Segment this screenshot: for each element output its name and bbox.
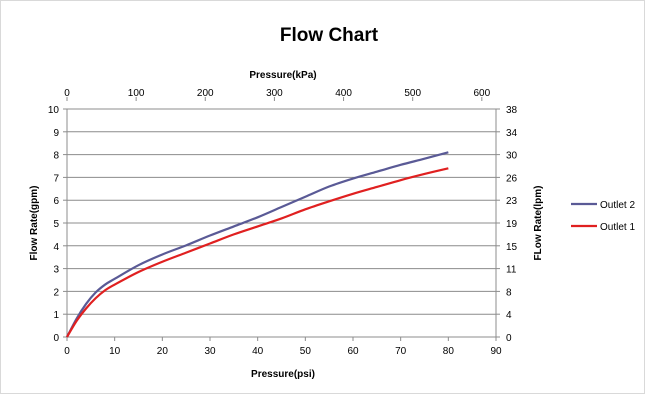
x2-tick-label: 100 [128, 88, 145, 99]
y-tick-label: 0 [53, 333, 59, 344]
y2-tick-label: 0 [506, 333, 512, 344]
y-tick-label: 5 [53, 219, 59, 230]
y2-tick-label: 11 [506, 265, 517, 276]
series-line-outlet-2 [66, 151, 449, 338]
bottom-axis-title: Pressure(psi) [251, 369, 315, 380]
top-axis-title: Pressure(kPa) [249, 70, 316, 81]
y-tick-label: 4 [53, 242, 59, 253]
x2-tick-label: 600 [473, 88, 490, 99]
x2-tick-label: 400 [335, 88, 352, 99]
tick-labels: 0 10 20 30 40 50 60 70 80 900 100 200 300 400 500 60001… [48, 88, 518, 357]
legend-label-outlet-2: Outlet 2 [600, 200, 635, 211]
y-tick-label: 3 [53, 265, 59, 276]
x2-tick-label: 0 [64, 88, 70, 99]
x-tick-label: 20 [157, 346, 169, 357]
legend: Outlet 2 Outlet 1 [571, 200, 635, 233]
x2-tick-label: 300 [266, 88, 283, 99]
y-tick-label: 7 [53, 173, 59, 184]
y2-tick-label: 38 [506, 105, 518, 116]
y2-tick-label: 26 [506, 173, 518, 184]
y2-tick-label: 30 [506, 151, 518, 162]
y2-tick-label: 19 [506, 219, 518, 230]
series-line-outlet-1 [66, 167, 449, 338]
left-axis-title: Flow Rate(gpm) [29, 186, 40, 261]
y2-tick-label: 34 [506, 128, 518, 139]
x-tick-label: 50 [300, 346, 312, 357]
y-tick-label: 2 [53, 287, 59, 298]
gridlines [67, 108, 496, 315]
x-tick-label: 60 [347, 346, 359, 357]
right-axis-title: FLow Rate(lpm) [533, 186, 544, 261]
y2-tick-label: 4 [506, 310, 512, 321]
series-lines [66, 151, 449, 338]
y-tick-label: 1 [53, 310, 59, 321]
y2-tick-label: 15 [506, 242, 518, 253]
y2-tick-label: 23 [506, 196, 518, 207]
x-tick-label: 0 [64, 346, 70, 357]
y-tick-label: 10 [48, 105, 60, 116]
x-tick-label: 70 [395, 346, 407, 357]
axes [63, 97, 500, 341]
x-tick-label: 90 [490, 346, 502, 357]
legend-label-outlet-1: Outlet 1 [600, 222, 635, 233]
y2-tick-label: 8 [506, 287, 512, 298]
x-tick-label: 40 [252, 346, 264, 357]
chart-title: Flow Chart [280, 25, 379, 46]
y-tick-label: 6 [53, 196, 59, 207]
y-tick-label: 9 [53, 128, 59, 139]
x-tick-label: 80 [443, 346, 455, 357]
x2-tick-label: 500 [404, 88, 421, 99]
x2-tick-label: 200 [197, 88, 214, 99]
y-tick-label: 8 [53, 151, 59, 162]
x-tick-label: 30 [204, 346, 216, 357]
x-tick-label: 10 [109, 346, 121, 357]
